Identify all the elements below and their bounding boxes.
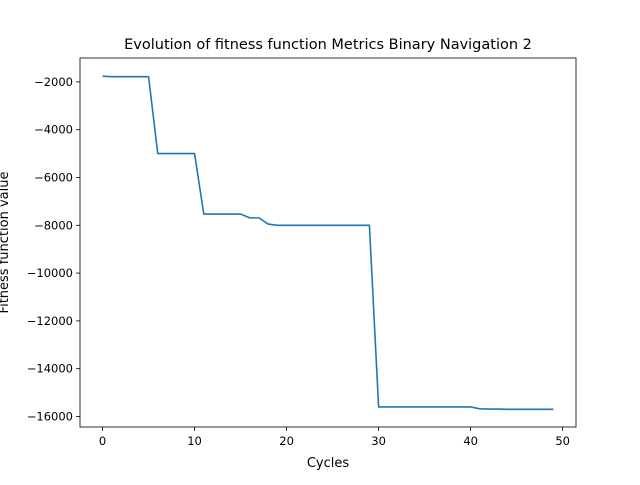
data-point xyxy=(258,217,260,219)
data-point xyxy=(460,406,462,408)
data-point xyxy=(111,75,113,77)
series-line xyxy=(102,75,554,411)
data-point xyxy=(515,408,517,410)
data-point xyxy=(451,406,453,408)
y-tick-label: −8000 xyxy=(34,218,73,232)
data-point xyxy=(304,224,306,226)
data-point xyxy=(267,223,269,225)
x-tick-label: 10 xyxy=(187,434,202,448)
data-point xyxy=(285,224,287,226)
y-tick-label: −6000 xyxy=(34,170,73,184)
data-point xyxy=(433,406,435,408)
x-tick-label: 40 xyxy=(463,434,478,448)
data-point xyxy=(543,408,545,410)
data-point xyxy=(479,408,481,410)
data-point xyxy=(331,224,333,226)
y-tick-label: −2000 xyxy=(34,75,73,89)
data-point xyxy=(525,408,527,410)
data-point xyxy=(101,75,103,77)
data-point xyxy=(129,75,131,77)
data-point xyxy=(138,75,140,77)
x-tick-label: 0 xyxy=(99,434,106,448)
data-point xyxy=(166,152,168,154)
data-point xyxy=(120,75,122,77)
data-point xyxy=(313,224,315,226)
data-point xyxy=(506,408,508,410)
data-point xyxy=(175,152,177,154)
y-tick-label: −16000 xyxy=(27,409,73,423)
y-tick-label: −10000 xyxy=(27,266,73,280)
data-point xyxy=(442,406,444,408)
data-point xyxy=(405,406,407,408)
y-tick-label: −14000 xyxy=(27,362,73,376)
data-point xyxy=(368,224,370,226)
data-point xyxy=(193,152,195,154)
data-point xyxy=(147,75,149,77)
data-point xyxy=(341,224,343,226)
data-point xyxy=(322,224,324,226)
data-point xyxy=(295,224,297,226)
data-point xyxy=(497,408,499,410)
y-tick-label: −12000 xyxy=(27,314,73,328)
data-point xyxy=(534,408,536,410)
data-point xyxy=(387,406,389,408)
plot-data xyxy=(101,75,554,411)
y-tick-label: −4000 xyxy=(34,123,73,137)
data-point xyxy=(249,217,251,219)
data-point xyxy=(377,406,379,408)
data-point xyxy=(230,213,232,215)
data-point xyxy=(239,213,241,215)
data-point xyxy=(350,224,352,226)
y-axis-label: Fitness function value xyxy=(0,172,12,314)
plot-frame xyxy=(79,57,577,428)
data-point xyxy=(157,152,159,154)
data-point xyxy=(396,406,398,408)
x-tick-label: 30 xyxy=(371,434,386,448)
data-point xyxy=(414,406,416,408)
x-tick-label: 20 xyxy=(279,434,294,448)
data-point xyxy=(203,213,205,215)
chart-title: Evolution of fitness function Metrics Bi… xyxy=(124,37,532,53)
data-point xyxy=(488,408,490,410)
data-point xyxy=(469,406,471,408)
data-point xyxy=(276,224,278,226)
data-point xyxy=(359,224,361,226)
y-axis: −2000 −4000 −6000 −8000 −10000 −12000 −14000 −1… xyxy=(27,75,80,423)
data-point xyxy=(423,406,425,408)
x-axis: 0 10 20 30 40 50 xyxy=(99,427,570,448)
data-point xyxy=(221,213,223,215)
data-point xyxy=(212,213,214,215)
data-point xyxy=(184,152,186,154)
x-tick-label: 50 xyxy=(555,434,570,448)
data-point xyxy=(552,408,554,410)
x-axis-label: Cycles xyxy=(307,456,350,471)
